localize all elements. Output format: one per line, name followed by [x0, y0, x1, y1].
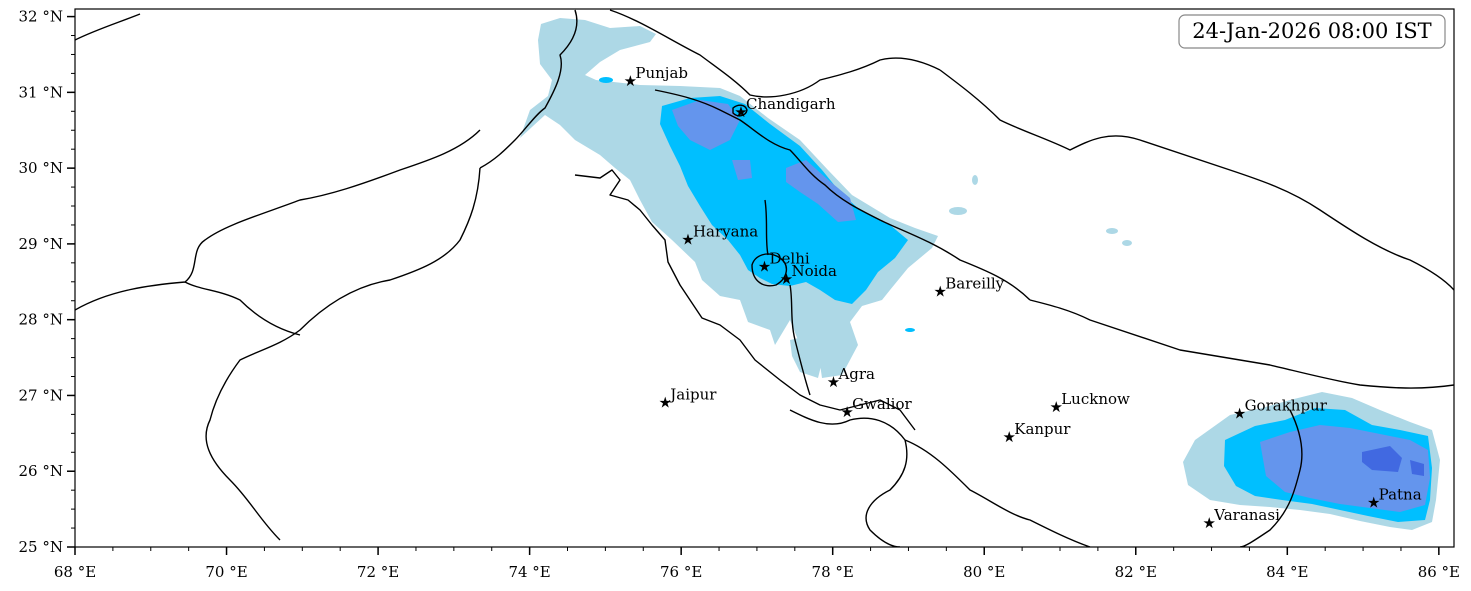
border-punjab-haryana [574, 169, 916, 431]
city-patna: ★Patna [1367, 485, 1422, 511]
shading-light-northwest-patch [790, 335, 825, 378]
star-icon: ★ [1367, 493, 1380, 511]
city-lucknow: ★Lucknow [1049, 390, 1130, 416]
star-icon: ★ [624, 72, 637, 90]
shading-light-speck-2 [1106, 228, 1118, 234]
city-markers: ★Punjab★Chandigarh★Haryana★Delhi★Noida★B… [624, 64, 1422, 532]
city-varanasi: ★Varanasi [1203, 506, 1281, 532]
shading-northwest [520, 18, 1132, 378]
border-bihar-up [1239, 409, 1303, 547]
star-icon: ★ [1203, 514, 1216, 532]
border-nepal-south [1029, 299, 1454, 389]
city-agra: ★Agra [827, 365, 875, 391]
border-himachal-uttarakhand [654, 89, 1031, 301]
border-india-pakistan [479, 9, 578, 169]
shading-intense-east [1362, 446, 1402, 472]
y-tick-label: 28 °N [19, 311, 63, 329]
x-tick-label: 78 °E [812, 563, 854, 581]
border-chandigarh [732, 104, 748, 117]
shading-east [1183, 392, 1440, 530]
admin-borders [75, 9, 1454, 547]
x-tick-label: 80 °E [963, 563, 1005, 581]
city-label: Gorakhpur [1245, 397, 1328, 415]
city-gorakhpur: ★Gorakhpur [1233, 397, 1328, 423]
timestamp-label: 24-Jan-2026 08:00 IST [1192, 19, 1431, 43]
timestamp-box: 24-Jan-2026 08:00 IST [1178, 14, 1446, 49]
city-label: Punjab [635, 64, 688, 82]
axis-ticks: 68 °E 70 °E 72 °E 74 °E 76 °E 78 °E 80 °E 82 °E… [19, 8, 1460, 581]
city-gwalior: ★Gwalior [840, 395, 912, 421]
x-tick-label: 74 °E [508, 563, 550, 581]
border-north-ladakh [609, 9, 941, 98]
star-icon: ★ [1003, 428, 1016, 446]
y-tick-label: 26 °N [19, 462, 63, 480]
shading-medium-northwest [660, 96, 908, 304]
city-noida: ★Noida [780, 262, 837, 288]
x-tick-label: 84 °E [1266, 563, 1308, 581]
star-icon: ★ [681, 230, 694, 248]
city-haryana: ★Haryana [681, 222, 758, 248]
city-jaipur: ★Jaipur [659, 385, 718, 411]
border-mp-up [789, 409, 1091, 547]
x-tick-label: 86 °E [1418, 563, 1460, 581]
y-tick-label: 32 °N [19, 8, 63, 26]
x-tick-label: 68 °E [54, 563, 96, 581]
shading-heavy-northwest-3 [732, 160, 752, 180]
border-haryana-up-river [764, 199, 811, 396]
border-sindh-rajasthan [205, 167, 481, 541]
city-kanpur: ★Kanpur [1003, 420, 1072, 446]
shading-medium-speck-2 [905, 328, 915, 332]
star-icon: ★ [934, 283, 947, 301]
y-tick-label: 31 °N [19, 83, 63, 101]
star-icon: ★ [734, 103, 747, 121]
border-delhi [751, 253, 787, 287]
axes-frame [74, 8, 1455, 548]
map-plot-area [75, 9, 1454, 547]
star-icon: ★ [659, 393, 672, 411]
city-label: Haryana [693, 222, 758, 240]
shading-heavy-northwest [672, 100, 740, 150]
border-nepal-north [939, 69, 1454, 291]
shading-light-speck-4 [972, 175, 978, 185]
y-tick-label: 27 °N [19, 386, 63, 404]
shading-intense-east-2 [1410, 460, 1424, 476]
shading-heavy-northwest-2 [786, 160, 856, 222]
star-icon: ★ [780, 270, 793, 288]
border-west-pakistan [75, 13, 481, 336]
timestamp-frame [1178, 14, 1446, 49]
star-icon: ★ [840, 403, 853, 421]
city-delhi: ★Delhi [758, 250, 810, 276]
city-label: Agra [837, 365, 875, 383]
x-tick-label: 76 °E [660, 563, 702, 581]
city-chandigarh: ★Chandigarh [734, 95, 836, 121]
y-tick-label: 30 °N [19, 159, 63, 177]
star-icon: ★ [758, 258, 771, 276]
shading-medium-speck [599, 77, 613, 83]
city-label: Patna [1379, 485, 1422, 503]
city-punjab: ★Punjab [624, 64, 688, 90]
city-label: Varanasi [1213, 506, 1280, 524]
city-label: Noida [791, 262, 837, 280]
city-label: Jaipur [668, 385, 717, 403]
city-label: Delhi [770, 250, 810, 268]
shading-light-speck-1 [949, 207, 967, 215]
city-label: Bareilly [945, 275, 1004, 293]
city-bareilly: ★Bareilly [934, 275, 1005, 301]
x-tick-label: 82 °E [1115, 563, 1157, 581]
y-tick-label: 25 °N [19, 538, 63, 556]
star-icon: ★ [1049, 398, 1062, 416]
city-label: Chandigarh [746, 95, 836, 113]
x-tick-label: 72 °E [357, 563, 399, 581]
shading-light-speck-3 [1122, 240, 1132, 246]
city-label: Gwalior [852, 395, 912, 413]
city-label: Kanpur [1014, 420, 1071, 438]
x-tick-label: 70 °E [205, 563, 247, 581]
star-icon: ★ [827, 373, 840, 391]
city-label: Lucknow [1061, 390, 1130, 408]
star-icon: ★ [1233, 405, 1246, 423]
y-tick-label: 29 °N [19, 235, 63, 253]
